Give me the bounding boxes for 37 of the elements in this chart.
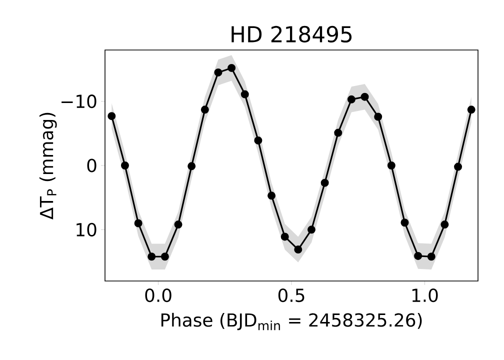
point	[454, 162, 462, 171]
point	[334, 128, 342, 137]
point	[228, 64, 236, 72]
point	[120, 162, 129, 170]
point	[360, 92, 369, 101]
point	[294, 246, 302, 254]
x-axis-title: Phase (BJD$_{min}$ = 2458325.26)	[161, 312, 422, 330]
point	[414, 252, 422, 260]
point	[427, 252, 436, 261]
point	[108, 112, 116, 120]
x-tick-label: 0.5	[278, 288, 304, 302]
point	[174, 220, 182, 229]
y-tick-label: 10	[76, 222, 96, 236]
chart-title: HD 218495	[232, 26, 352, 43]
point	[320, 178, 329, 187]
point	[148, 252, 156, 261]
point	[387, 162, 396, 170]
y-axis-title: ΔT$_{P}$ (mmag)	[39, 112, 57, 220]
point	[160, 252, 169, 261]
point	[400, 218, 409, 227]
point	[134, 219, 142, 228]
point	[467, 106, 476, 114]
point	[188, 162, 196, 170]
point	[200, 106, 209, 114]
point	[268, 192, 276, 200]
y-tick-label: −10	[62, 94, 96, 108]
x-tick-label: 1.0	[412, 288, 438, 302]
point	[374, 112, 382, 121]
x-tick-label: 0.0	[145, 288, 172, 302]
y-tick-label: 0	[87, 158, 96, 172]
point	[254, 136, 262, 144]
point	[307, 226, 316, 234]
point	[240, 90, 249, 98]
point	[280, 232, 289, 241]
point	[440, 220, 449, 229]
point	[214, 68, 222, 76]
point	[347, 95, 356, 104]
